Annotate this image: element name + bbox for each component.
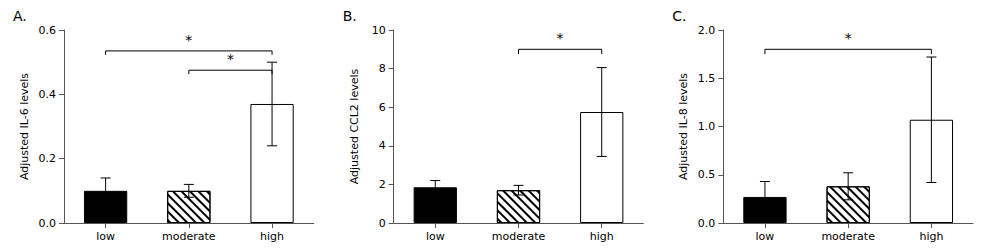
svg-text:C.: C. bbox=[672, 8, 686, 24]
svg-text:0: 0 bbox=[379, 217, 386, 230]
svg-text:*: * bbox=[227, 51, 234, 67]
svg-text:0.0: 0.0 bbox=[698, 217, 716, 230]
svg-text:Adjusted CCL2 levels: Adjusted CCL2 levels bbox=[348, 68, 361, 184]
svg-text:high: high bbox=[590, 230, 614, 243]
svg-text:0.0: 0.0 bbox=[39, 217, 57, 230]
svg-text:low: low bbox=[756, 230, 775, 243]
svg-text:moderate: moderate bbox=[821, 230, 875, 243]
svg-text:6: 6 bbox=[379, 101, 386, 114]
svg-text:1.5: 1.5 bbox=[698, 72, 716, 85]
svg-text:0.6: 0.6 bbox=[39, 24, 57, 37]
svg-text:*: * bbox=[557, 30, 564, 46]
svg-text:1.0: 1.0 bbox=[698, 120, 716, 133]
svg-text:A.: A. bbox=[13, 8, 27, 24]
svg-text:moderate: moderate bbox=[492, 230, 546, 243]
svg-text:0.2: 0.2 bbox=[39, 152, 57, 165]
svg-text:0.4: 0.4 bbox=[39, 88, 57, 101]
svg-text:4: 4 bbox=[379, 139, 386, 152]
svg-text:*: * bbox=[185, 32, 192, 48]
svg-text:moderate: moderate bbox=[162, 230, 216, 243]
svg-text:0.5: 0.5 bbox=[698, 168, 716, 181]
svg-text:low: low bbox=[426, 230, 445, 243]
svg-text:10: 10 bbox=[372, 24, 386, 37]
svg-text:*: * bbox=[845, 30, 852, 46]
svg-text:Adjusted IL-6 levels: Adjusted IL-6 levels bbox=[18, 73, 31, 180]
svg-text:low: low bbox=[96, 230, 115, 243]
svg-text:2.0: 2.0 bbox=[698, 24, 716, 37]
svg-text:2: 2 bbox=[379, 178, 386, 191]
svg-text:Adjusted IL-8 levels: Adjusted IL-8 levels bbox=[677, 73, 690, 180]
svg-text:8: 8 bbox=[379, 62, 386, 75]
svg-text:B.: B. bbox=[343, 8, 357, 24]
svg-text:high: high bbox=[260, 230, 284, 243]
svg-text:high: high bbox=[919, 230, 943, 243]
